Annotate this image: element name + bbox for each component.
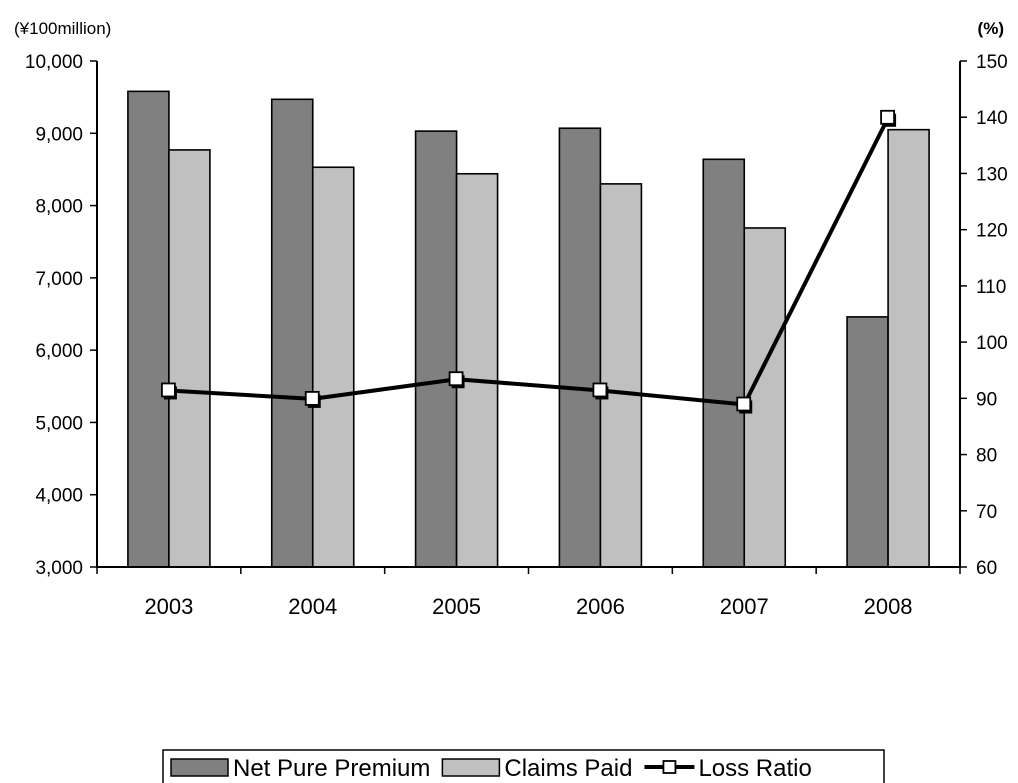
y-right-tick-label: 120 xyxy=(976,221,1008,242)
y-right-tick-label: 90 xyxy=(976,389,997,410)
x-tick-label: 2003 xyxy=(144,594,193,619)
y-right-tick-label: 80 xyxy=(976,446,997,467)
y-left-tick-label: 10,000 xyxy=(25,52,83,73)
legend: Net Pure Premium Claims Paid Loss Ratio xyxy=(162,749,885,783)
y-left-tick-label: 3,000 xyxy=(35,558,83,579)
loss-ratio-line xyxy=(168,116,890,407)
loss-ratio-marker-2005 xyxy=(448,371,464,387)
y-left-tick-label: 4,000 xyxy=(35,486,83,507)
bar-claims-paid-2006 xyxy=(599,183,643,568)
bar-net-pure-premium-2005 xyxy=(414,130,458,568)
loss-ratio-marker-2008 xyxy=(880,109,895,125)
x-tick-label: 2004 xyxy=(288,594,337,619)
y-left-tick-label: 7,000 xyxy=(35,269,83,290)
y-right-tick-label: 70 xyxy=(976,502,997,523)
bar-net-pure-premium-2008 xyxy=(846,316,889,568)
bar-net-pure-premium-2004 xyxy=(270,98,314,568)
y-right-tick-label: 100 xyxy=(976,333,1008,354)
y-left-tick-label: 6,000 xyxy=(35,341,83,362)
bar-net-pure-premium-2003 xyxy=(127,90,170,568)
bar-claims-paid-2004 xyxy=(311,166,355,568)
loss-ratio-marker-2004 xyxy=(304,390,320,406)
left-axis-unit: (¥100million) xyxy=(14,19,111,38)
loss-ratio-marker-2006 xyxy=(592,382,608,398)
loss-ratio-marker-2003 xyxy=(161,382,176,398)
y-right-tick-label: 150 xyxy=(976,52,1008,73)
right-axis-unit: (%) xyxy=(978,19,1004,38)
y-right-tick-label: 140 xyxy=(976,108,1008,129)
y-left-tick-label: 8,000 xyxy=(35,197,83,218)
y-right-tick-label: 60 xyxy=(976,558,997,579)
y-right-tick-label: 130 xyxy=(976,164,1008,185)
legend-swatch-net-pure-premium xyxy=(170,758,229,777)
x-tick-label: 2008 xyxy=(864,594,913,619)
bar-claims-paid-2005 xyxy=(455,172,499,568)
x-tick-label: 2007 xyxy=(720,594,769,619)
bar-claims-paid-2003 xyxy=(168,149,211,568)
bar-net-pure-premium-2007 xyxy=(702,158,746,568)
legend-marker-loss-ratio xyxy=(662,760,677,774)
bar-net-pure-premium-2006 xyxy=(558,127,602,568)
y-left-tick-label: 9,000 xyxy=(35,124,83,145)
bar-claims-paid-2008 xyxy=(887,128,930,568)
y-right-tick-label: 110 xyxy=(976,277,1006,298)
legend-swatch-claims-paid xyxy=(441,758,501,777)
legend-box xyxy=(162,749,885,783)
bars-layer xyxy=(127,90,930,568)
loss-ratio-marker-2007 xyxy=(736,396,752,412)
x-tick-label: 2006 xyxy=(576,594,625,619)
y-left-tick-label: 5,000 xyxy=(35,413,83,434)
legend-label-net-pure-premium: Net Pure Premium xyxy=(233,755,430,782)
loss-ratio-layer xyxy=(161,109,897,414)
labels-layer: 2003 2004 2005 2006 2007 2008 3,000 4,000 5,000 6… xyxy=(25,52,1008,619)
axes-layer xyxy=(90,60,967,574)
x-tick-label: 2005 xyxy=(432,594,481,619)
legend-label-claims-paid: Claims Paid xyxy=(504,755,632,782)
legend-label-loss-ratio: Loss Ratio xyxy=(698,755,811,782)
